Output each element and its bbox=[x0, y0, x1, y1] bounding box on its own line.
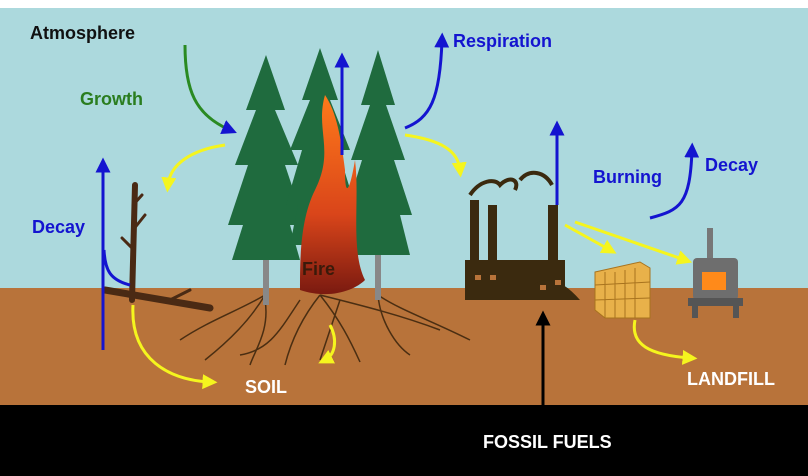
label-burning: Burning bbox=[593, 167, 662, 187]
label-landfill: LANDFILL bbox=[687, 369, 775, 389]
yellow-arrows-part bbox=[404, 133, 467, 178]
wood-stove bbox=[688, 228, 743, 318]
wood-stove-part bbox=[692, 306, 698, 318]
trees-part bbox=[263, 240, 269, 305]
trees-part bbox=[228, 55, 305, 260]
blue-arrows-part bbox=[404, 32, 450, 130]
lumber-stack-part bbox=[594, 261, 651, 319]
label-fossil-fuels: FOSSIL FUELS bbox=[483, 432, 612, 452]
yellow-arrows bbox=[131, 133, 698, 390]
dead-tree-part bbox=[168, 288, 192, 302]
factory-part bbox=[540, 285, 546, 290]
label-decay: Decay bbox=[32, 217, 85, 237]
blue-arrows-part bbox=[649, 142, 700, 220]
fossil-layer bbox=[0, 405, 808, 476]
factory-part bbox=[520, 280, 580, 300]
yellow-arrows-part bbox=[632, 319, 698, 365]
factory-part bbox=[470, 200, 479, 280]
lumber-stack bbox=[594, 261, 651, 319]
dead-tree-part bbox=[120, 193, 147, 252]
wood-stove-part bbox=[733, 306, 739, 318]
factory-part bbox=[475, 275, 481, 280]
label-fire: Fire bbox=[302, 259, 335, 279]
roots bbox=[179, 294, 471, 366]
roots-part bbox=[179, 294, 471, 366]
wood-stove-part bbox=[707, 228, 713, 258]
label-respiration: Respiration bbox=[453, 31, 552, 51]
factory-part bbox=[488, 205, 497, 280]
dead-tree bbox=[101, 182, 214, 312]
green-arrow-part bbox=[183, 44, 237, 134]
wood-stove-part bbox=[702, 272, 726, 290]
yellow-arrows-part bbox=[574, 220, 693, 265]
factory-part bbox=[555, 280, 561, 285]
label-growth: Growth bbox=[80, 89, 143, 109]
blue-arrows bbox=[95, 32, 700, 350]
factory bbox=[465, 170, 580, 300]
yellow-arrows-part bbox=[131, 304, 218, 390]
factory-part bbox=[548, 205, 558, 280]
soil-layer bbox=[0, 288, 808, 406]
yellow-arrows-part bbox=[161, 143, 226, 193]
yellow-arrows-part bbox=[564, 223, 617, 254]
trees-part bbox=[345, 50, 412, 255]
fire-flame bbox=[300, 95, 365, 295]
factory-part bbox=[518, 170, 554, 187]
blue-arrows-part bbox=[102, 249, 131, 287]
trees-part bbox=[375, 240, 381, 300]
factory-part bbox=[468, 177, 519, 197]
label-soil: SOIL bbox=[245, 377, 287, 397]
green-arrow bbox=[183, 44, 237, 134]
label-atmosphere: Atmosphere bbox=[30, 23, 135, 43]
lumber-stack-part bbox=[594, 268, 651, 318]
dead-tree-part bbox=[101, 286, 214, 312]
wood-stove-part bbox=[688, 298, 743, 306]
factory-part bbox=[490, 275, 496, 280]
label-decay: Decay bbox=[705, 155, 758, 175]
yellow-arrows-part bbox=[318, 324, 337, 364]
